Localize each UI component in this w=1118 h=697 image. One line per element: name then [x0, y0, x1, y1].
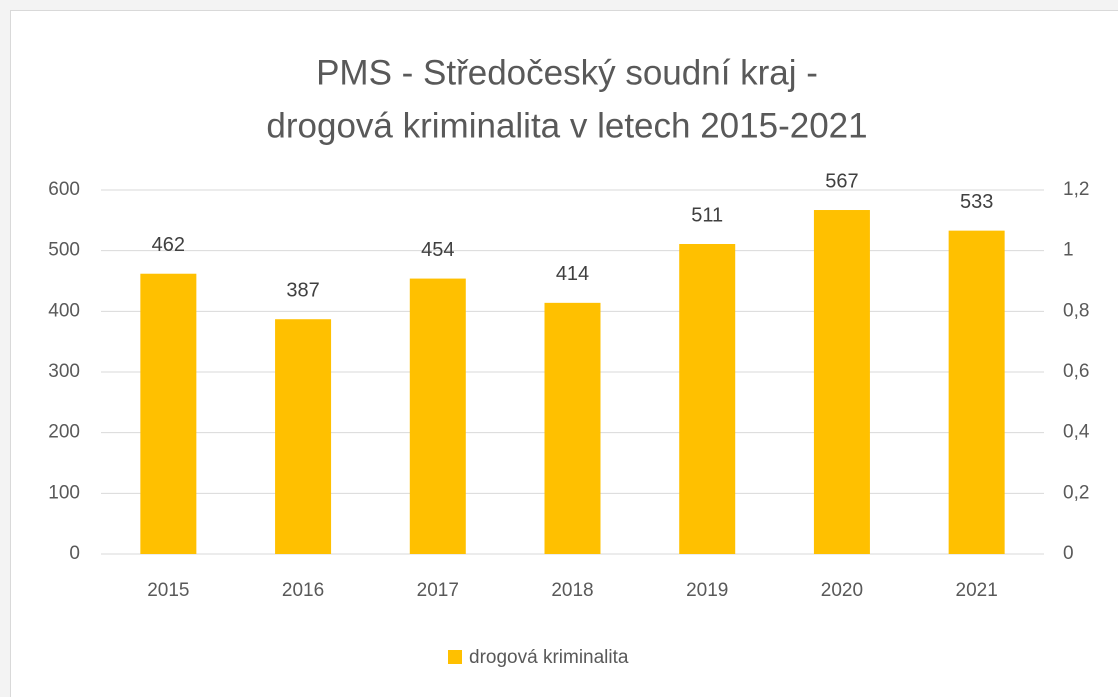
x-tick-label: 2019: [686, 580, 728, 601]
x-tick-label: 2018: [551, 580, 593, 601]
y-tick-label: 300: [48, 361, 80, 382]
x-tick-label: 2020: [821, 580, 863, 601]
y-tick-label: 600: [48, 179, 80, 200]
y-tick-label: 100: [48, 482, 80, 503]
y2-tick-label: 0,4: [1063, 422, 1090, 443]
x-tick-label: 2015: [147, 580, 189, 601]
y-tick-label: 0: [69, 543, 80, 564]
chart-title: drogová kriminalita v letech 2015-2021: [266, 106, 867, 145]
bar: [275, 319, 332, 554]
y2-tick-label: 1,2: [1063, 179, 1089, 200]
bar: [140, 273, 197, 554]
legend-swatch: [448, 650, 462, 664]
data-label: 462: [152, 234, 185, 256]
y2-tick-label: 0,8: [1063, 300, 1089, 321]
data-label: 414: [556, 263, 589, 285]
x-tick-label: 2017: [417, 580, 459, 601]
legend-label: drogová kriminalita: [469, 647, 629, 668]
bar: [544, 302, 601, 554]
data-label: 454: [421, 239, 454, 261]
data-label: 387: [286, 280, 319, 302]
data-label: 567: [825, 170, 858, 192]
x-tick-label: 2016: [282, 580, 324, 601]
y2-tick-label: 0,2: [1063, 482, 1089, 503]
data-label: 511: [691, 204, 723, 226]
x-tick-label: 2021: [956, 580, 998, 601]
y-tick-label: 200: [48, 422, 80, 443]
y2-tick-label: 0,6: [1063, 361, 1089, 382]
bar: [679, 243, 736, 554]
y2-tick-label: 0: [1063, 543, 1074, 564]
chart-title: PMS - Středočeský soudní kraj -: [316, 53, 818, 92]
data-label: 533: [960, 191, 993, 213]
bar: [948, 230, 1005, 554]
bar: [813, 210, 870, 554]
y2-tick-label: 1: [1063, 240, 1074, 261]
y-tick-label: 500: [48, 240, 80, 261]
bar: [409, 278, 466, 554]
y-tick-label: 400: [48, 300, 80, 321]
